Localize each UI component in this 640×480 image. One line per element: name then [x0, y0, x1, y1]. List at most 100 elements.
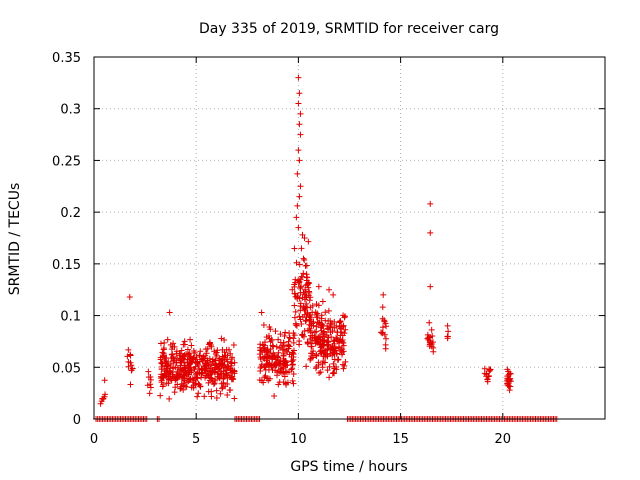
data-point	[162, 368, 169, 375]
data-point	[177, 385, 184, 392]
data-point	[265, 375, 272, 382]
data-point	[170, 353, 177, 360]
data-point	[319, 360, 326, 367]
data-point	[306, 316, 313, 323]
data-point	[293, 259, 300, 266]
data-point	[267, 346, 274, 353]
data-point	[324, 367, 331, 374]
data-point	[187, 364, 194, 371]
data-point	[227, 350, 234, 357]
data-point	[291, 245, 298, 252]
data-point	[327, 329, 334, 336]
x-tick-label: 20	[495, 432, 512, 447]
data-point	[277, 368, 284, 375]
data-point	[330, 345, 337, 352]
data-point	[257, 341, 264, 348]
data-point	[331, 337, 338, 344]
data-point	[190, 366, 197, 373]
data-point	[341, 313, 348, 320]
data-point	[169, 343, 176, 350]
data-point	[315, 283, 322, 290]
data-point	[292, 293, 299, 300]
data-point	[302, 307, 309, 314]
data-point	[326, 374, 333, 381]
data-point	[101, 377, 108, 384]
data-point	[300, 270, 307, 277]
data-point	[180, 382, 187, 389]
data-point	[127, 351, 134, 358]
data-point	[330, 291, 337, 298]
data-point	[220, 368, 227, 375]
data-point	[381, 318, 388, 325]
data-point	[331, 370, 338, 377]
x-tick-label: 10	[290, 432, 307, 447]
data-point	[293, 214, 300, 221]
data-point	[505, 368, 512, 375]
data-point	[428, 326, 435, 333]
data-point	[285, 368, 292, 375]
data-point	[161, 339, 168, 346]
data-point	[337, 318, 344, 325]
data-point	[313, 323, 320, 330]
x-tick-label: 0	[90, 432, 98, 447]
data-point	[207, 365, 214, 372]
data-point	[173, 359, 180, 366]
data-point	[327, 317, 334, 324]
data-point	[326, 286, 333, 293]
data-point	[178, 374, 185, 381]
data-point	[427, 200, 434, 207]
data-point	[444, 335, 451, 342]
y-tick-label: 0	[73, 413, 81, 428]
data-point	[307, 336, 314, 343]
data-point	[308, 322, 315, 329]
y-tick-label: 0.35	[52, 51, 81, 66]
data-point	[262, 372, 269, 379]
y-axis-label: SRMTID / TECUs	[7, 183, 23, 296]
data-point	[505, 376, 512, 383]
data-point	[506, 387, 513, 394]
data-point	[290, 370, 297, 377]
data-point	[309, 302, 316, 309]
data-point	[301, 305, 308, 312]
data-point	[286, 335, 293, 342]
data-point	[298, 245, 305, 252]
data-point	[162, 354, 169, 361]
data-point	[303, 363, 310, 370]
data-point	[201, 363, 208, 370]
data-point	[383, 335, 390, 342]
data-point	[269, 356, 276, 363]
data-point	[271, 393, 278, 400]
data-point	[291, 302, 298, 309]
data-point	[212, 368, 219, 375]
data-point	[301, 235, 308, 241]
data-point	[194, 393, 201, 400]
data-point	[320, 353, 327, 360]
data-point	[328, 334, 335, 341]
data-point	[174, 381, 181, 388]
data-point	[340, 339, 347, 346]
data-point	[166, 309, 173, 316]
data-point	[219, 385, 226, 392]
data-point	[334, 356, 341, 363]
data-point	[261, 344, 268, 351]
data-point	[220, 375, 227, 382]
data-point	[127, 381, 134, 388]
data-point	[307, 318, 314, 325]
grid	[94, 57, 605, 419]
data-point	[296, 193, 303, 200]
data-point	[282, 380, 289, 387]
data-point	[146, 390, 153, 397]
data-point	[197, 383, 204, 390]
data-point	[342, 326, 349, 333]
chart-title: Day 335 of 2019, SRMTID for receiver car…	[199, 21, 499, 37]
data-point	[336, 344, 343, 351]
data-point	[226, 346, 233, 353]
data-point	[267, 362, 274, 369]
data-point	[296, 337, 303, 344]
data-point	[381, 331, 388, 338]
data-point	[304, 339, 311, 346]
data-point	[296, 121, 303, 128]
data-point	[204, 345, 211, 352]
data-point	[159, 349, 166, 356]
